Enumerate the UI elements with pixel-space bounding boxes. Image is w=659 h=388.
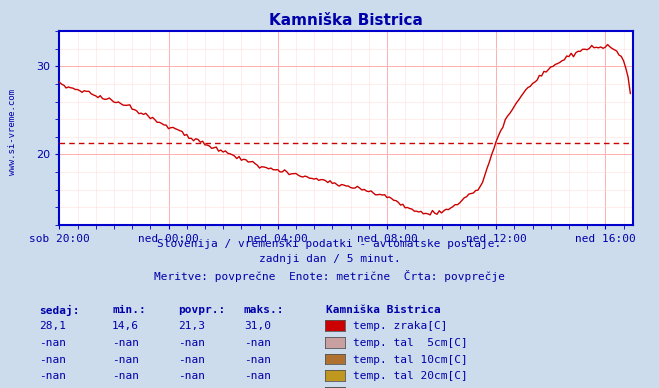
Text: -nan: -nan [40, 371, 67, 381]
Text: temp. tal 20cm[C]: temp. tal 20cm[C] [353, 371, 467, 381]
Text: Kamniška Bistrica: Kamniška Bistrica [326, 305, 441, 315]
Text: sedaj:: sedaj: [40, 305, 80, 315]
Text: -nan: -nan [178, 355, 205, 365]
Text: temp. tal  5cm[C]: temp. tal 5cm[C] [353, 338, 467, 348]
Text: temp. zraka[C]: temp. zraka[C] [353, 321, 447, 331]
Text: -nan: -nan [112, 371, 139, 381]
Text: -nan: -nan [112, 338, 139, 348]
Text: 21,3: 21,3 [178, 321, 205, 331]
Text: 14,6: 14,6 [112, 321, 139, 331]
Text: -nan: -nan [40, 338, 67, 348]
Text: -nan: -nan [244, 338, 271, 348]
Text: -nan: -nan [40, 355, 67, 365]
Text: 31,0: 31,0 [244, 321, 271, 331]
Text: Slovenija / vremenski podatki - avtomatske postaje.: Slovenija / vremenski podatki - avtomats… [158, 239, 501, 249]
Text: temp. tal 10cm[C]: temp. tal 10cm[C] [353, 355, 467, 365]
Text: povpr.:: povpr.: [178, 305, 225, 315]
Text: min.:: min.: [112, 305, 146, 315]
Text: www.si-vreme.com: www.si-vreme.com [8, 89, 17, 175]
Text: -nan: -nan [244, 355, 271, 365]
Text: -nan: -nan [178, 371, 205, 381]
Text: Meritve: povprečne  Enote: metrične  Črta: povprečje: Meritve: povprečne Enote: metrične Črta:… [154, 270, 505, 282]
Text: -nan: -nan [178, 338, 205, 348]
Title: Kamniška Bistrica: Kamniška Bistrica [269, 14, 423, 28]
Text: zadnji dan / 5 minut.: zadnji dan / 5 minut. [258, 255, 401, 265]
Text: 28,1: 28,1 [40, 321, 67, 331]
Text: -nan: -nan [244, 371, 271, 381]
Text: maks.:: maks.: [244, 305, 284, 315]
Text: -nan: -nan [112, 355, 139, 365]
